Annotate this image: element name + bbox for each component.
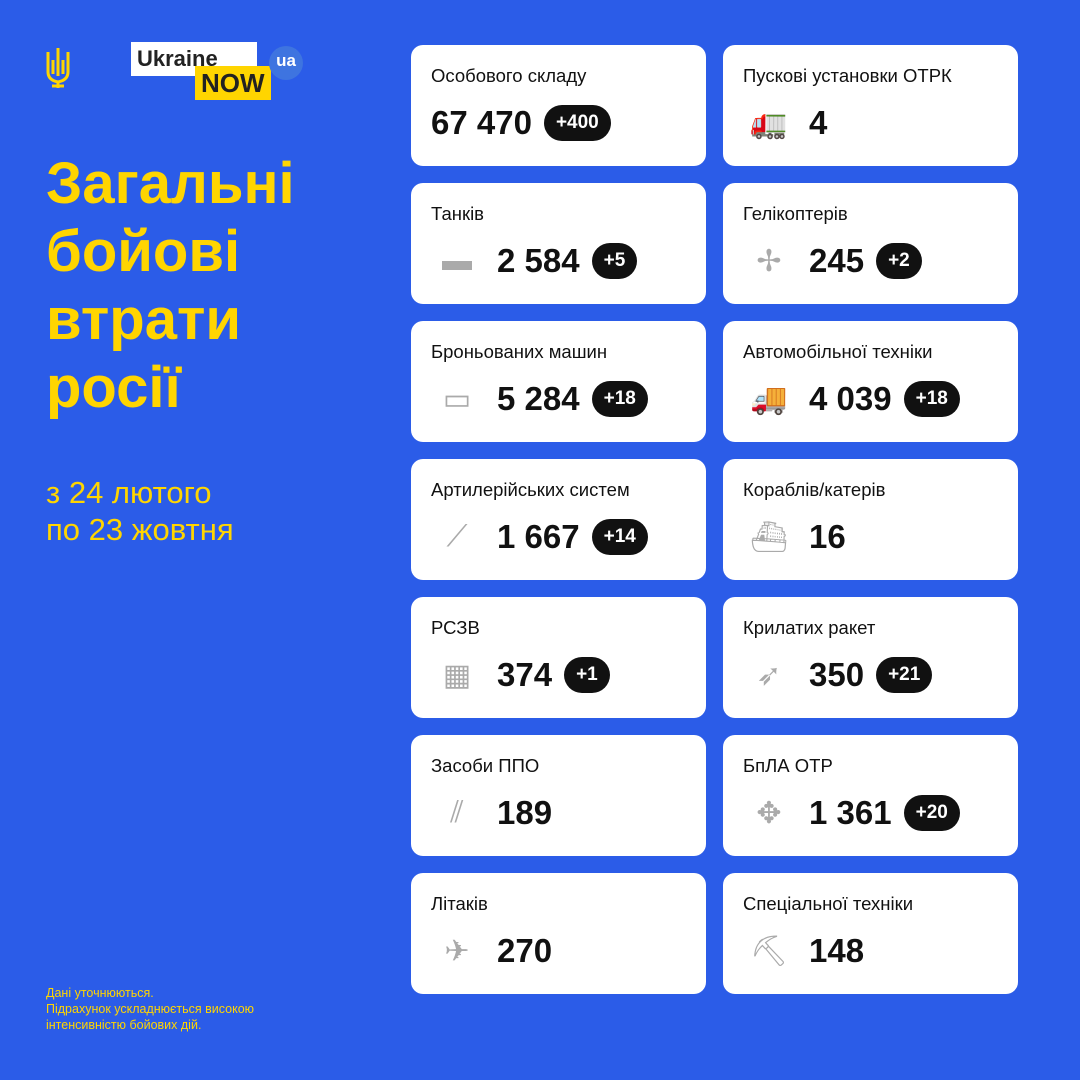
stat-card: Кораблів/катерів ⛴ 16 bbox=[723, 459, 1018, 580]
stat-card: Засоби ППО ⫽ 189 bbox=[411, 735, 706, 856]
truck-icon: 🚚 bbox=[750, 382, 788, 416]
air-defense-icon: ⫽ bbox=[450, 796, 464, 829]
special-equipment-icon: ⛏ bbox=[749, 934, 789, 968]
stat-row: ▦ 374 +1 bbox=[431, 652, 610, 698]
cruise-missile-icon: ➶ bbox=[756, 658, 782, 692]
stat-label: Танків bbox=[431, 203, 485, 224]
title-line: втрати bbox=[46, 287, 242, 352]
stat-delta-badge: +21 bbox=[876, 657, 933, 693]
stat-label: Гелікоптерів bbox=[743, 203, 848, 224]
stat-value: 245 bbox=[809, 242, 865, 279]
stat-delta-badge: +14 bbox=[591, 519, 648, 555]
stat-row: 🚚 4 039 +18 bbox=[743, 376, 960, 422]
stat-value: 270 bbox=[497, 932, 553, 969]
title-line: Загальні bbox=[46, 151, 295, 216]
logo-now: NOW bbox=[195, 66, 271, 100]
stat-row: ⫽ 189 bbox=[431, 790, 552, 836]
helicopter-icon: ✢ bbox=[756, 244, 782, 278]
tank-icon: ▬ bbox=[442, 244, 472, 277]
stat-label: Броньованих машин bbox=[431, 341, 608, 362]
stat-label: Літаків bbox=[431, 893, 488, 914]
stat-value: 374 bbox=[497, 656, 553, 693]
stat-row: ▭ 5 284 +18 bbox=[431, 376, 648, 422]
period: з 24 лютого по 23 жовтня bbox=[46, 474, 234, 548]
stat-label: РСЗВ bbox=[431, 617, 480, 638]
stat-card: Пускові установки ОТРК 🚛 4 bbox=[723, 45, 1018, 166]
stat-label: Засоби ППО bbox=[431, 755, 540, 776]
stat-row: ➶ 350 +21 bbox=[743, 652, 933, 698]
stat-card: Літаків ✈ 270 bbox=[411, 873, 706, 994]
stat-label: БпЛА ОТР bbox=[743, 755, 833, 776]
stat-value: 148 bbox=[809, 932, 865, 969]
stat-value: 2 584 bbox=[497, 242, 580, 279]
stat-row: ✢ 245 +2 bbox=[743, 238, 922, 284]
drone-icon: ✥ bbox=[756, 796, 782, 830]
stat-value: 1 667 bbox=[497, 518, 580, 555]
stat-card: Крилатих ракет ➶ 350 +21 bbox=[723, 597, 1018, 718]
period-to: по 23 жовтня bbox=[46, 512, 234, 547]
footnote-line: Підрахунок ускладнюється високою bbox=[46, 1002, 255, 1016]
stat-label: Особового складу bbox=[431, 65, 587, 86]
stat-label: Автомобільної техніки bbox=[743, 341, 933, 362]
stat-label: Артилерійських систем bbox=[431, 479, 630, 500]
stat-card: Броньованих машин ▭ 5 284 +18 bbox=[411, 321, 706, 442]
stat-card: Артилерійських систем ⟋ 1 667 +14 bbox=[411, 459, 706, 580]
stat-row: ⟋ 1 667 +14 bbox=[431, 514, 648, 560]
stat-delta-badge: +400 bbox=[543, 105, 611, 141]
stat-card: РСЗВ ▦ 374 +1 bbox=[411, 597, 706, 718]
trident-icon bbox=[46, 48, 70, 88]
stat-value: 16 bbox=[809, 518, 846, 555]
missile-launcher-icon: 🚛 bbox=[750, 106, 788, 140]
stat-delta-badge: +1 bbox=[564, 657, 610, 693]
title-line: росії bbox=[46, 355, 181, 420]
stat-delta-badge: +18 bbox=[591, 381, 648, 417]
period-from: з 24 лютого bbox=[46, 475, 212, 510]
stat-delta-badge: +18 bbox=[903, 381, 960, 417]
artillery-icon: ⟋ bbox=[446, 520, 468, 553]
logo-ua-badge: ua bbox=[269, 46, 303, 80]
stat-value: 5 284 bbox=[497, 380, 580, 417]
stat-row: 🚛 4 bbox=[743, 100, 827, 146]
footnote-line: Дані уточнюються. bbox=[46, 986, 154, 1000]
stat-label: Спеціальної техніки bbox=[743, 893, 914, 914]
mlrs-icon: ▦ bbox=[442, 658, 472, 692]
stat-value: 4 039 bbox=[809, 380, 892, 417]
stat-card: БпЛА ОТР ✥ 1 361 +20 bbox=[723, 735, 1018, 856]
stat-value: 4 bbox=[809, 104, 828, 141]
stat-value: 189 bbox=[497, 794, 553, 831]
stat-row: ✈ 270 bbox=[431, 928, 552, 974]
stat-card: Автомобільної техніки 🚚 4 039 +18 bbox=[723, 321, 1018, 442]
stat-card: Танків ▬ 2 584 +5 bbox=[411, 183, 706, 304]
stat-card: Особового складу 67 470 +400 bbox=[411, 45, 706, 166]
page-title: Загальні бойові втрати росії bbox=[46, 150, 376, 422]
stat-delta-badge: +2 bbox=[876, 243, 922, 279]
logo-ukraine: Ukraine bbox=[131, 42, 257, 76]
stat-row: ⛴ 16 bbox=[743, 514, 846, 560]
stat-row: ✥ 1 361 +20 bbox=[743, 790, 960, 836]
stat-row: ⛏ 148 bbox=[743, 928, 864, 974]
stat-card: Гелікоптерів ✢ 245 +2 bbox=[723, 183, 1018, 304]
stat-value: 350 bbox=[809, 656, 865, 693]
stat-label: Крилатих ракет bbox=[743, 617, 876, 638]
stat-label: Пускові установки ОТРК bbox=[743, 65, 952, 86]
stat-row: ▬ 2 584 +5 bbox=[431, 238, 638, 284]
stat-row: 67 470 +400 bbox=[431, 100, 611, 146]
aircraft-icon: ✈ bbox=[444, 934, 470, 968]
stat-delta-badge: +20 bbox=[903, 795, 960, 831]
apc-icon: ▭ bbox=[442, 382, 472, 416]
footnote-line: інтенсивністю бойових дій. bbox=[46, 1018, 202, 1032]
ship-icon: ⛴ bbox=[749, 520, 789, 554]
stat-value: 67 470 bbox=[431, 104, 532, 141]
stat-card: Спеціальної техніки ⛏ 148 bbox=[723, 873, 1018, 994]
stat-label: Кораблів/катерів bbox=[743, 479, 886, 500]
footnote: Дані уточнюються. Підрахунок ускладнюєть… bbox=[46, 985, 254, 1033]
stat-delta-badge: +5 bbox=[591, 243, 638, 279]
title-line: бойові bbox=[46, 219, 241, 284]
stat-value: 1 361 bbox=[809, 794, 892, 831]
